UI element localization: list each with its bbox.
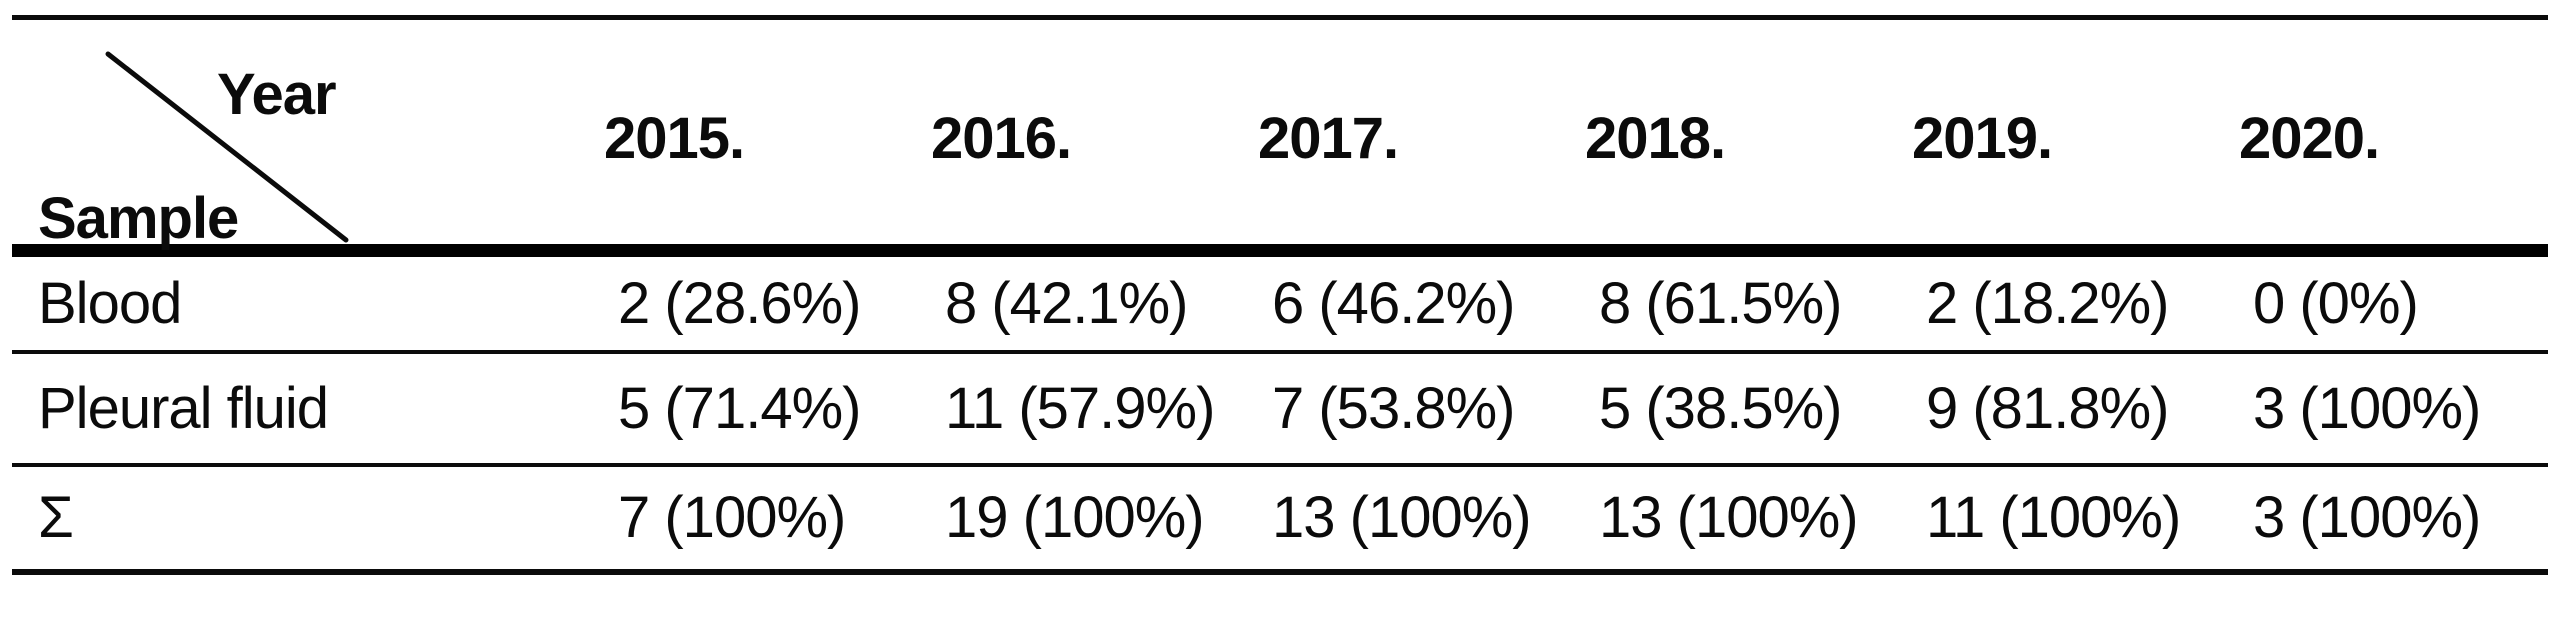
cell-pleural-2016: 11 (57.9%) xyxy=(945,375,1215,441)
table-container: Year Sample 2015. 2016. 2017. 2018. 2019… xyxy=(12,15,2548,575)
cell-pleural-2017: 7 (53.8%) xyxy=(1272,375,1515,441)
year-header-2016: 2016. xyxy=(931,105,1072,171)
cell-blood-2017: 6 (46.2%) xyxy=(1272,270,1515,336)
year-header-2019: 2019. xyxy=(1912,105,2053,171)
year-header-2017: 2017. xyxy=(1258,105,1399,171)
cell-sum-2016: 19 (100%) xyxy=(945,485,1205,550)
row-label-pleural-fluid: Pleural fluid xyxy=(38,375,329,441)
corner-label-sample: Sample xyxy=(38,186,239,251)
cell-sum-2019: 11 (100%) xyxy=(1926,485,2181,550)
sample-by-year-table: Year Sample 2015. 2016. 2017. 2018. 2019… xyxy=(12,15,2548,575)
cell-pleural-2018: 5 (38.5%) xyxy=(1599,375,1842,441)
cell-blood-2019: 2 (18.2%) xyxy=(1926,270,2169,336)
table-row-blood: Blood 2 (28.6%) 8 (42.1%) 6 (46.2%) 8 (6… xyxy=(12,251,2548,352)
year-header-2018: 2018. xyxy=(1585,105,1726,171)
row-label-sigma-total: Σ xyxy=(38,485,74,550)
cell-pleural-2020: 3 (100%) xyxy=(2253,375,2481,441)
cell-sum-2020: 3 (100%) xyxy=(2253,485,2481,550)
cell-pleural-2015: 5 (71.4%) xyxy=(618,375,861,441)
cell-pleural-2019: 9 (81.8%) xyxy=(1926,375,2169,441)
table-row-sum: Σ 7 (100%) 19 (100%) 13 (100%) 13 (100%)… xyxy=(12,465,2548,572)
table-row-pleural-fluid: Pleural fluid 5 (71.4%) 11 (57.9%) 7 (53… xyxy=(12,352,2548,465)
cell-blood-2015: 2 (28.6%) xyxy=(618,270,861,336)
cell-blood-2016: 8 (42.1%) xyxy=(945,270,1188,336)
header-row: Year Sample 2015. 2016. 2017. 2018. 2019… xyxy=(12,18,2548,251)
cell-blood-2020: 0 (0%) xyxy=(2253,270,2419,336)
row-label-blood: Blood xyxy=(38,270,182,336)
year-header-2015: 2015. xyxy=(604,105,745,171)
cell-blood-2018: 8 (61.5%) xyxy=(1599,270,1842,336)
cell-sum-2015: 7 (100%) xyxy=(618,485,846,550)
cell-sum-2017: 13 (100%) xyxy=(1272,485,1532,550)
diagonal-divider-line xyxy=(105,51,349,243)
corner-label-year: Year xyxy=(217,62,337,127)
corner-cell: Year Sample xyxy=(12,18,586,251)
year-header-2020: 2020. xyxy=(2239,105,2380,171)
cell-sum-2018: 13 (100%) xyxy=(1599,485,1859,550)
